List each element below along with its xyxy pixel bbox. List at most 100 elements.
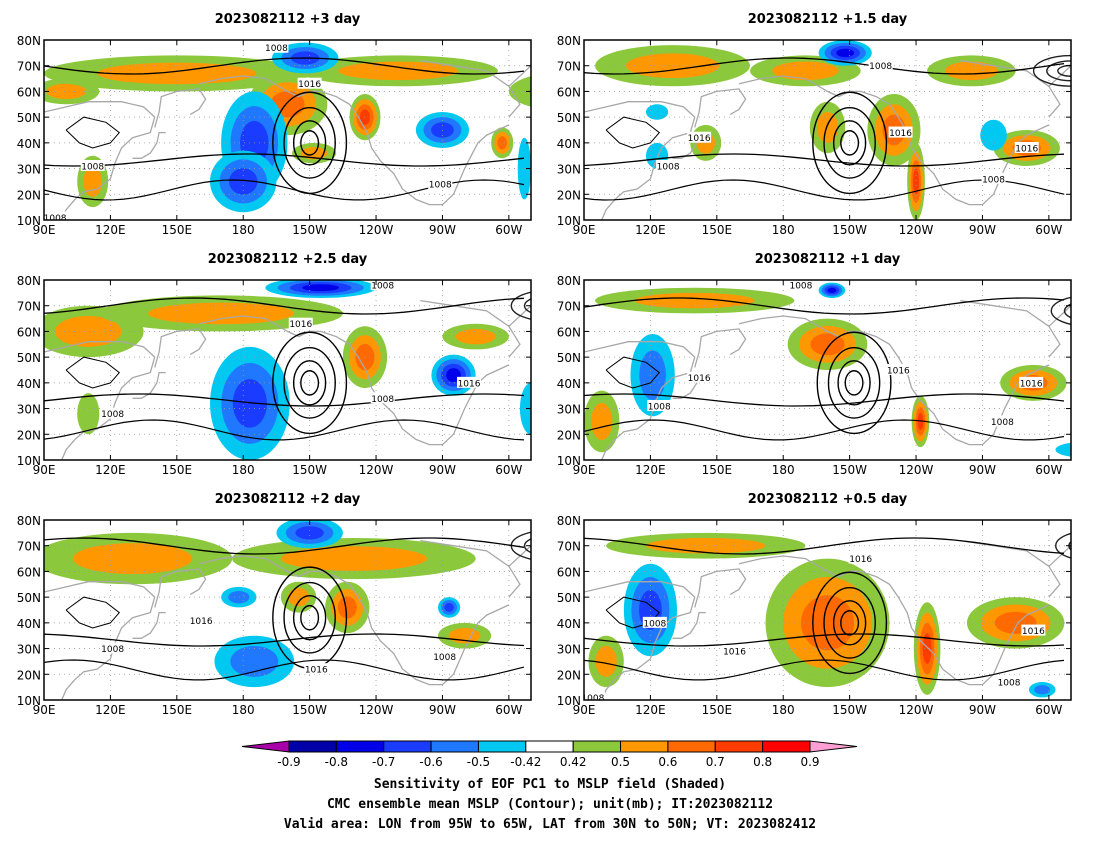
contour-label: 1008	[429, 181, 452, 191]
mslp-contour	[300, 604, 320, 631]
coastline	[420, 539, 521, 598]
x-tick-label: 90E	[573, 463, 596, 477]
sensitivity-shade	[595, 646, 617, 677]
mslp-contour	[827, 346, 881, 419]
contour-label: 1016	[289, 320, 312, 330]
terrain-contour	[605, 356, 661, 389]
y-tick-label: 50N	[17, 111, 41, 125]
mslp-contour	[523, 538, 531, 554]
mslp-contour	[272, 331, 348, 435]
mslp-contour	[283, 106, 336, 179]
y-tick-label: 80N	[17, 34, 41, 48]
coastline	[154, 328, 207, 368]
mslp-contour	[44, 537, 525, 555]
y-tick-label: 40N	[17, 377, 41, 391]
sensitivity-shade	[639, 350, 666, 400]
coastline	[44, 581, 156, 700]
x-tick-label: 120E	[95, 703, 126, 717]
x-tick-label: 150E	[702, 703, 733, 717]
contour-label: 1008	[44, 214, 67, 224]
x-tick-label: 180	[772, 703, 795, 717]
contour-label-bg	[432, 650, 457, 662]
mslp-contour	[510, 291, 531, 320]
mslp-contour	[1076, 305, 1100, 316]
y-tick-label: 50N	[557, 351, 581, 365]
mslp-contour	[840, 610, 860, 636]
x-tick-label: 150W	[292, 223, 327, 237]
y-tick-label: 40N	[17, 137, 41, 151]
contour-label-bg	[722, 645, 747, 657]
x-tick-label: 60W	[495, 463, 522, 477]
mslp-contour	[44, 659, 525, 681]
colorbar-tick-label: 0.8	[753, 755, 772, 769]
mslp-contour	[584, 393, 1065, 407]
y-tick-label: 20N	[557, 668, 581, 682]
y-tick-label: 70N	[17, 300, 41, 314]
mslp-contour	[1063, 303, 1071, 319]
colorbar-box	[620, 740, 669, 753]
contour-label-bg	[584, 691, 605, 700]
coastline	[738, 75, 1050, 206]
coastline	[132, 131, 166, 159]
contour-label: 1008	[643, 619, 666, 629]
colorbar-arrow-right	[809, 740, 858, 753]
contour-label: 1008	[371, 282, 394, 292]
mslp-contour	[283, 346, 336, 419]
contour-label-bg	[1014, 142, 1039, 153]
caption-valid-area: Valid area: LON from 95W to 65W, LAT fro…	[283, 817, 817, 832]
x-tick-label: 150E	[162, 463, 193, 477]
x-tick-label: 120E	[635, 223, 666, 237]
mslp-contour	[584, 419, 1065, 441]
y-tick-label: 70N	[557, 540, 581, 554]
x-tick-label: 90W	[969, 703, 996, 717]
y-tick-label: 60N	[557, 565, 581, 579]
terrain-contour	[605, 116, 661, 149]
sensitivity-shade	[148, 302, 295, 325]
y-tick-label: 50N	[17, 351, 41, 365]
contour-label-bg	[264, 41, 289, 53]
y-tick-label: 40N	[557, 617, 581, 631]
y-tick-label: 30N	[17, 403, 41, 417]
sensitivity-shade	[72, 543, 193, 574]
sensitivity-shade	[228, 168, 258, 195]
mslp-contour	[584, 57, 1065, 75]
y-tick-label: 10N	[17, 454, 41, 468]
mslp-contour	[584, 633, 1065, 647]
x-tick-label: 90E	[573, 223, 596, 237]
x-tick-label: 150W	[832, 703, 867, 717]
mslp-contour	[812, 91, 888, 195]
x-tick-label: 90W	[429, 463, 456, 477]
contour-label: 1016	[887, 367, 910, 377]
sensitivity-shade	[295, 526, 324, 540]
coastline	[694, 88, 747, 128]
sensitivity-shade	[1055, 442, 1071, 457]
sensitivity-shade	[287, 587, 310, 607]
caption-sensitivity: Sensitivity of EOF PC1 to MSLP field (Sh…	[373, 777, 727, 792]
contour-label-bg	[288, 317, 313, 329]
colorbar-tick-label: -0.6	[419, 755, 442, 769]
contour-label: 1008	[581, 694, 604, 704]
coastline	[154, 88, 207, 128]
y-tick-label: 80N	[557, 34, 581, 48]
coastline	[738, 555, 1050, 686]
y-tick-label: 20N	[17, 188, 41, 202]
panel-title: 2023082112 +1.5 day	[748, 12, 908, 27]
y-tick-label: 60N	[17, 325, 41, 339]
mslp-contour	[300, 370, 320, 396]
mslp-contour	[44, 393, 525, 407]
sensitivity-shade	[836, 48, 855, 58]
sensitivity-shade	[338, 61, 458, 81]
y-tick-label: 60N	[17, 85, 41, 99]
x-tick-label: 90W	[429, 223, 456, 237]
x-tick-label: 180	[772, 223, 795, 237]
mslp-contour	[44, 153, 525, 167]
mslp-contour	[584, 537, 1065, 555]
y-tick-label: 20N	[17, 668, 41, 682]
x-tick-label: 150E	[702, 463, 733, 477]
contour-label: 1008	[81, 163, 104, 173]
contour-label: 1016	[298, 80, 321, 90]
mslp-contour	[292, 120, 327, 166]
y-tick-label: 40N	[557, 137, 581, 151]
y-tick-label: 20N	[557, 188, 581, 202]
x-tick-label: 120E	[635, 463, 666, 477]
